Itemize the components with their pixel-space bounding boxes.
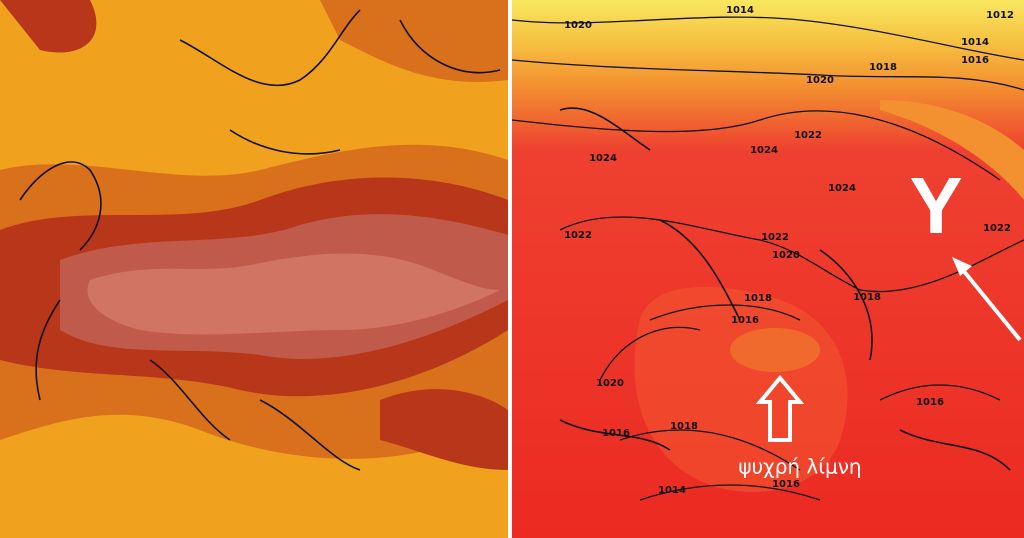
isobar-label: 1018 [869, 62, 897, 73]
isobar-label: 1014 [658, 485, 686, 496]
isobar-label: 1022 [564, 230, 592, 241]
arrow-line [956, 262, 1022, 342]
annotation-label: ψυχρή λίμνη [738, 455, 861, 479]
isobar-label: 1024 [828, 183, 856, 194]
anomaly-map [0, 0, 508, 538]
isobar-label: 1016 [961, 55, 989, 66]
isobar-label: 1016 [602, 428, 630, 439]
isobar-label: 1018 [670, 421, 698, 432]
isobar-label: 1014 [726, 5, 754, 16]
isobar-label: 1020 [564, 20, 592, 31]
isobar-labels: 1020 1014 1012 1014 1016 1018 1020 1022 1024 1024… [564, 5, 1014, 496]
arrow-head [952, 257, 972, 276]
isobar-label: 1016 [731, 315, 759, 326]
isobar-label: 1012 [986, 10, 1014, 21]
divider [508, 0, 512, 538]
isobar-label: 1020 [772, 250, 800, 261]
isobar-label: 1016 [916, 397, 944, 408]
isobar-label: 1014 [961, 37, 989, 48]
isobar-label: 1022 [761, 232, 789, 243]
arrow-up [755, 374, 805, 442]
isobar-label: 1024 [589, 153, 617, 164]
isobar-label: 1020 [596, 378, 624, 389]
isobar-label: 1022 [983, 223, 1011, 234]
isobar-label: 1020 [806, 75, 834, 86]
isobar-label: 1018 [853, 292, 881, 303]
annotation-symbol: Y [909, 161, 962, 250]
isobar-label: 1022 [794, 130, 822, 141]
isobar-label: 1018 [744, 293, 772, 304]
isobar-label: 1024 [750, 145, 778, 156]
isobar-label: 1016 [772, 479, 800, 490]
